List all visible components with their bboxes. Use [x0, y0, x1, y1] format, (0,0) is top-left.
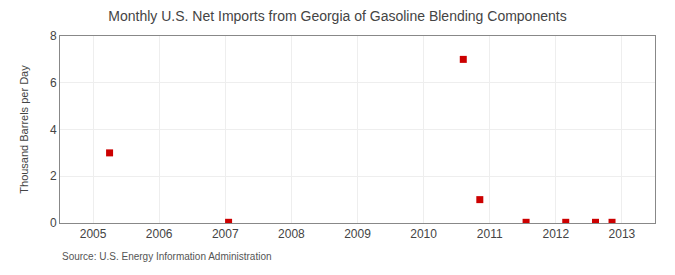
svg-text:2006: 2006: [146, 227, 173, 241]
svg-text:Source: U.S. Energy Informatio: Source: U.S. Energy Information Administ…: [62, 251, 272, 262]
svg-text:8: 8: [50, 29, 57, 43]
svg-text:2007: 2007: [212, 227, 239, 241]
svg-text:0: 0: [50, 216, 57, 230]
svg-text:2005: 2005: [80, 227, 107, 241]
svg-text:2009: 2009: [344, 227, 371, 241]
svg-text:2013: 2013: [609, 227, 636, 241]
svg-text:4: 4: [50, 123, 57, 137]
svg-text:2: 2: [50, 169, 57, 183]
svg-text:Monthly U.S. Net Imports from: Monthly U.S. Net Imports from Georgia of…: [108, 8, 566, 24]
svg-text:2011: 2011: [477, 227, 503, 241]
svg-text:Thousand Barrels per Day: Thousand Barrels per Day: [18, 65, 30, 194]
svg-text:6: 6: [50, 76, 57, 90]
svg-text:2012: 2012: [542, 227, 569, 241]
svg-text:2010: 2010: [410, 227, 437, 241]
svg-text:2008: 2008: [278, 227, 305, 241]
